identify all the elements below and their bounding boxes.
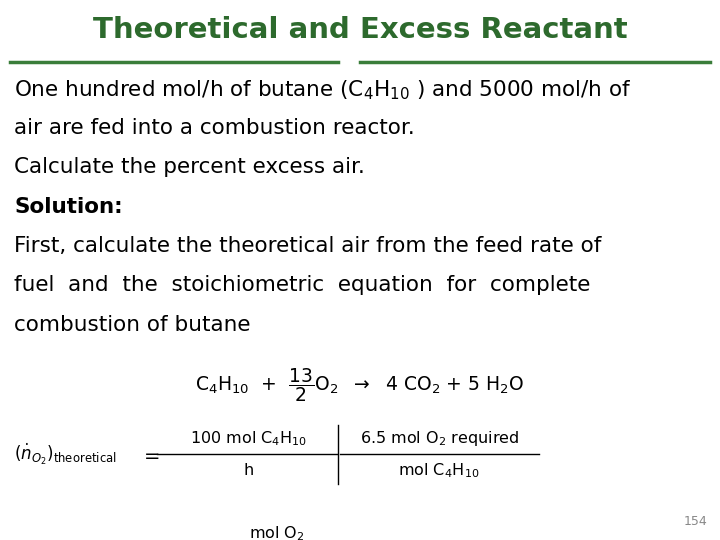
Text: fuel  and  the  stoichiometric  equation  for  complete: fuel and the stoichiometric equation for… (14, 275, 591, 295)
Text: mol O$_2$: mol O$_2$ (249, 525, 305, 540)
Text: Calculate the percent excess air.: Calculate the percent excess air. (14, 157, 365, 177)
Text: 100 mol C$_4$H$_{10}$: 100 mol C$_4$H$_{10}$ (190, 429, 307, 448)
Text: Theoretical and Excess Reactant: Theoretical and Excess Reactant (93, 16, 627, 44)
Text: h: h (243, 463, 253, 478)
Text: 154: 154 (683, 515, 707, 528)
Text: 6.5 mol O$_2$ required: 6.5 mol O$_2$ required (359, 429, 519, 448)
Text: mol C$_4$H$_{10}$: mol C$_4$H$_{10}$ (398, 462, 480, 480)
Text: air are fed into a combustion reactor.: air are fed into a combustion reactor. (14, 118, 415, 138)
Text: combustion of butane: combustion of butane (14, 315, 251, 335)
Text: $(\dot{n}_{O_2})_{\rm theoretical}$: $(\dot{n}_{O_2})_{\rm theoretical}$ (14, 442, 117, 467)
Text: One hundred mol/h of butane (C$_4$H$_{10}$ ) and 5000 mol/h of: One hundred mol/h of butane (C$_4$H$_{10… (14, 78, 631, 102)
Text: First, calculate the theoretical air from the feed rate of: First, calculate the theoretical air fro… (14, 236, 602, 256)
Text: Solution:: Solution: (14, 197, 123, 217)
Text: $=$: $=$ (140, 446, 161, 464)
Text: C$_4$H$_{10}$  $+$  $\dfrac{13}{2}$O$_2$  $\rightarrow$  4 CO$_2$ $+$ 5 H$_2$O: C$_4$H$_{10}$ $+$ $\dfrac{13}{2}$O$_2$ $… (195, 366, 525, 404)
